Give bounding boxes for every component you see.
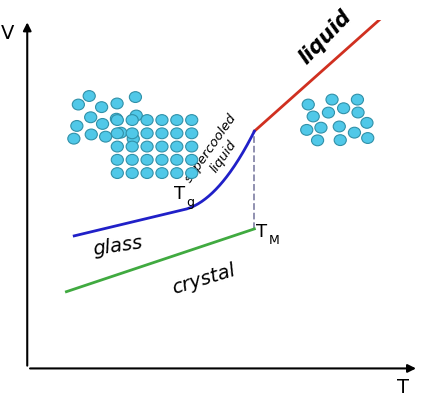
Circle shape <box>126 141 138 152</box>
Text: M: M <box>269 234 280 247</box>
Circle shape <box>349 127 360 138</box>
Circle shape <box>85 112 97 122</box>
Circle shape <box>361 117 373 128</box>
Circle shape <box>111 154 124 165</box>
Circle shape <box>171 168 183 178</box>
Circle shape <box>96 102 108 113</box>
Circle shape <box>362 132 374 143</box>
Circle shape <box>171 154 183 165</box>
Circle shape <box>141 115 153 125</box>
Circle shape <box>129 92 141 103</box>
Circle shape <box>171 141 183 152</box>
Circle shape <box>334 135 346 146</box>
Circle shape <box>171 128 183 139</box>
Circle shape <box>141 141 153 152</box>
Text: liquid: liquid <box>295 6 355 68</box>
Circle shape <box>115 127 127 138</box>
Circle shape <box>126 115 138 125</box>
Circle shape <box>68 133 80 144</box>
Circle shape <box>126 154 138 165</box>
Circle shape <box>111 141 124 152</box>
Circle shape <box>96 119 109 129</box>
Circle shape <box>186 154 198 165</box>
Circle shape <box>156 128 168 139</box>
Circle shape <box>156 168 168 178</box>
Circle shape <box>83 91 95 101</box>
Circle shape <box>156 154 168 165</box>
Text: T: T <box>397 378 409 397</box>
Circle shape <box>130 110 142 121</box>
Circle shape <box>111 128 124 139</box>
Circle shape <box>301 124 313 135</box>
Circle shape <box>302 99 314 110</box>
Circle shape <box>186 141 198 152</box>
Circle shape <box>186 128 198 139</box>
Circle shape <box>186 115 198 125</box>
Circle shape <box>352 107 364 118</box>
Circle shape <box>186 168 198 178</box>
Circle shape <box>307 111 319 122</box>
Circle shape <box>85 129 97 140</box>
Circle shape <box>111 98 123 109</box>
Circle shape <box>141 154 153 165</box>
Circle shape <box>311 135 324 146</box>
Circle shape <box>315 122 327 133</box>
Circle shape <box>141 128 153 139</box>
Text: T: T <box>174 185 185 203</box>
Text: supercooled
liquid: supercooled liquid <box>182 111 252 193</box>
Circle shape <box>326 94 338 105</box>
Circle shape <box>111 115 124 125</box>
Circle shape <box>72 99 85 110</box>
Circle shape <box>111 168 124 178</box>
Circle shape <box>156 115 168 125</box>
Circle shape <box>141 168 153 178</box>
Text: V: V <box>1 24 14 43</box>
Circle shape <box>352 94 363 105</box>
Circle shape <box>333 121 345 132</box>
Circle shape <box>127 133 139 144</box>
Circle shape <box>110 113 123 124</box>
Text: T: T <box>256 223 267 241</box>
Text: crystal: crystal <box>170 261 237 298</box>
Circle shape <box>171 115 183 125</box>
Text: glass: glass <box>91 233 143 259</box>
Circle shape <box>99 131 112 142</box>
Text: g: g <box>187 196 195 209</box>
Circle shape <box>126 168 138 178</box>
Circle shape <box>126 128 138 139</box>
Circle shape <box>156 141 168 152</box>
Circle shape <box>71 120 83 131</box>
Circle shape <box>322 107 335 118</box>
Circle shape <box>338 103 350 114</box>
